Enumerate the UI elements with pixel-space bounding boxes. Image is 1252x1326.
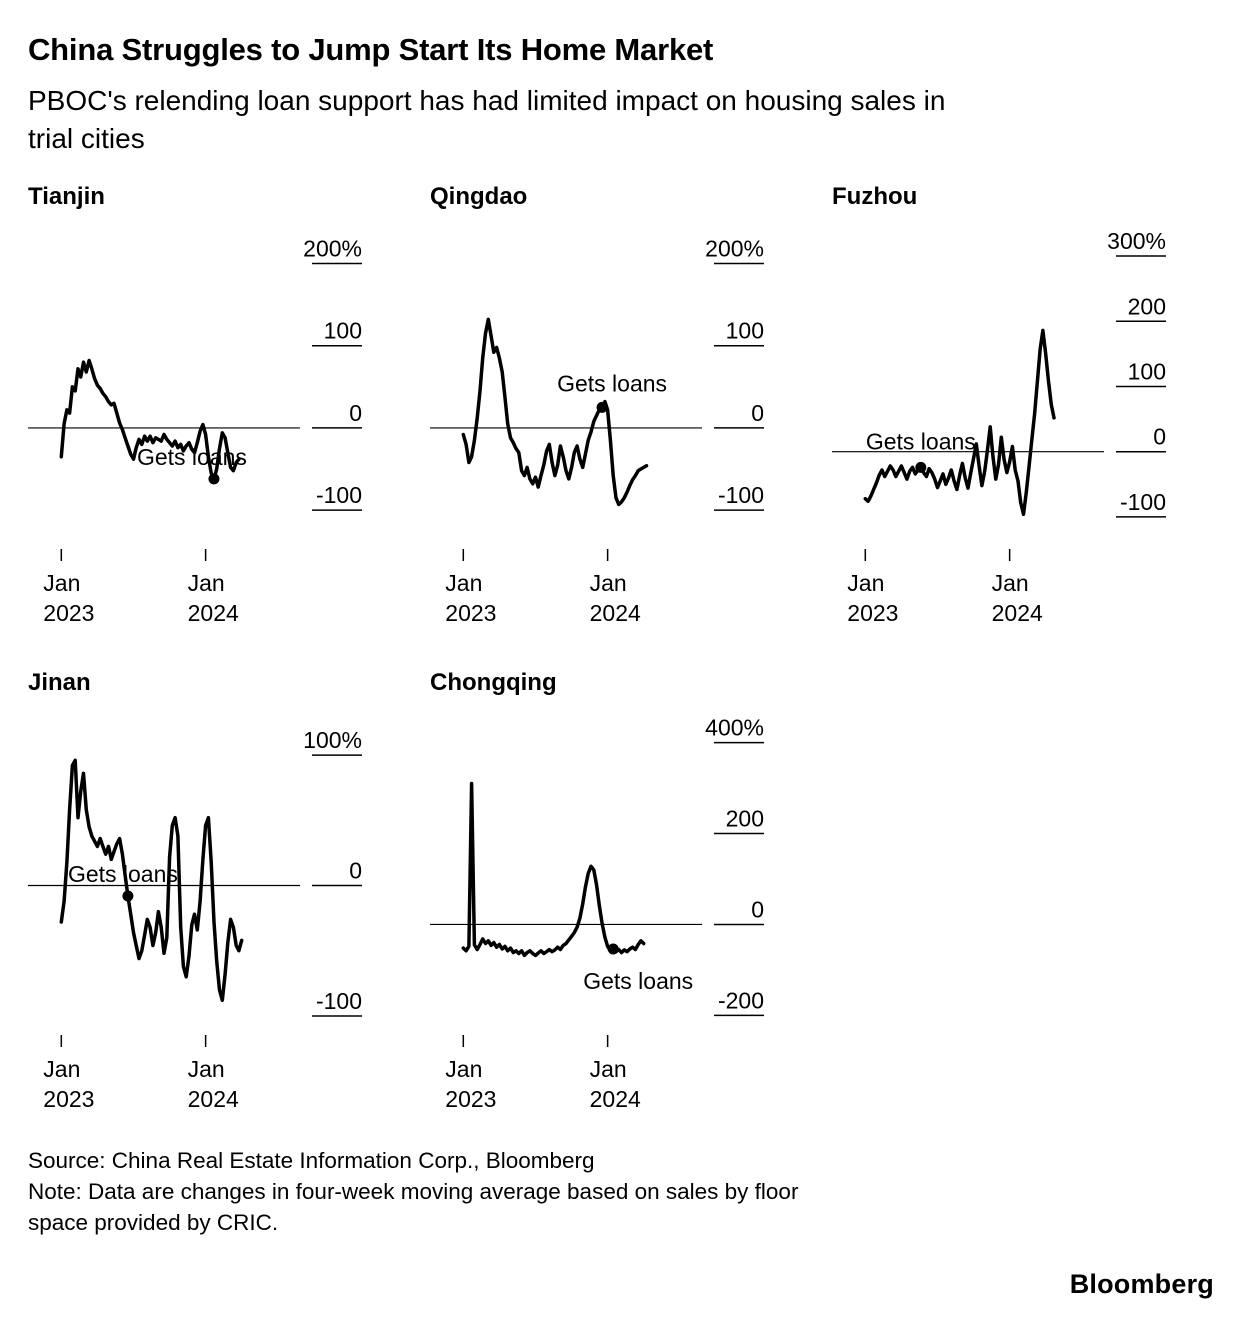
svg-text:Jan: Jan: [188, 1056, 225, 1082]
svg-text:2024: 2024: [188, 600, 239, 626]
line-chart-jinan: 100% 0 -100 Jan 2023 Jan 2024 Gets loans: [28, 727, 362, 1112]
svg-text:Jan: Jan: [847, 570, 884, 596]
chart-page: China Struggles to Jump Start Its Home M…: [28, 32, 1224, 1238]
line-chart-qingdao: 200% 100 0 -100 Jan 2023 Jan 2024 Gets loans: [430, 236, 764, 626]
chart-title-jinan: Jinan: [28, 669, 91, 697]
page-title: China Struggles to Jump Start Its Home M…: [28, 32, 714, 67]
chart-panel-tianjin: Tianjin 200% 100 0 -100 Jan 2023 Jan 2024 Gets l…: [28, 183, 430, 633]
svg-text:2024: 2024: [188, 1086, 239, 1112]
chart-panel-jinan: Jinan 100% 0 -100 Jan 2023 Jan 2024 Gets loans: [28, 669, 430, 1119]
svg-text:Jan: Jan: [992, 570, 1029, 596]
note-line-1: Note: Data are changes in four-week movi…: [28, 1179, 799, 1205]
svg-text:2023: 2023: [445, 600, 496, 626]
chart-title-fuzhou: Fuzhou: [832, 183, 918, 211]
svg-text:2023: 2023: [847, 600, 898, 626]
svg-text:-100: -100: [316, 988, 362, 1014]
svg-text:200: 200: [1128, 293, 1166, 319]
chart-title-qingdao: Qingdao: [430, 183, 528, 211]
svg-text:Jan: Jan: [43, 570, 80, 596]
svg-text:100: 100: [1128, 359, 1166, 385]
svg-text:0: 0: [751, 896, 764, 922]
svg-text:0: 0: [349, 400, 362, 426]
chart-title-chongqing: Chongqing: [430, 669, 557, 697]
svg-text:-100: -100: [316, 482, 362, 508]
svg-text:-100: -100: [718, 482, 764, 508]
svg-text:Gets loans: Gets loans: [557, 370, 667, 396]
svg-text:0: 0: [349, 858, 362, 884]
line-chart-fuzhou: 300% 200 100 0 -100 Jan 2023 Jan 2024 Gets loans: [832, 228, 1166, 626]
svg-text:Gets loans: Gets loans: [137, 444, 247, 470]
svg-text:Jan: Jan: [188, 570, 225, 596]
subtitle-line-2: trial cities: [28, 122, 145, 154]
chart-title-tianjin: Tianjin: [28, 183, 105, 211]
svg-text:Jan: Jan: [43, 1056, 80, 1082]
page-subtitle: PBOC's relending loan support has had li…: [28, 82, 1224, 157]
subtitle-line-1: PBOC's relending loan support has had li…: [28, 85, 946, 116]
svg-text:100: 100: [324, 318, 362, 344]
svg-text:2024: 2024: [590, 1086, 641, 1112]
chart-panel-chongqing: Chongqing 400% 200 0 -200 Jan 2023 Jan 2024 Gets…: [430, 669, 832, 1119]
charts-row-1: Tianjin 200% 100 0 -100 Jan 2023 Jan 2024 Gets l…: [28, 183, 1224, 633]
line-chart-tianjin: 200% 100 0 -100 Jan 2023 Jan 2024 Gets loans: [28, 236, 362, 626]
svg-text:200%: 200%: [303, 236, 362, 262]
svg-text:-200: -200: [718, 987, 764, 1013]
svg-text:Jan: Jan: [590, 1056, 627, 1082]
line-chart-chongqing: 400% 200 0 -200 Jan 2023 Jan 2024 Gets loans: [430, 715, 764, 1112]
charts-row-2: Jinan 100% 0 -100 Jan 2023 Jan 2024 Gets loans …: [28, 669, 1224, 1119]
svg-text:Jan: Jan: [445, 570, 482, 596]
svg-text:0: 0: [751, 400, 764, 426]
svg-text:100: 100: [726, 318, 764, 344]
source-text: Source: China Real Estate Information Co…: [28, 1148, 595, 1174]
svg-text:2024: 2024: [992, 600, 1043, 626]
svg-text:100%: 100%: [303, 727, 362, 753]
bloomberg-logo: Bloomberg: [1069, 1269, 1214, 1299]
svg-text:-100: -100: [1120, 489, 1166, 515]
svg-text:400%: 400%: [705, 715, 764, 741]
chart-footer: Source: China Real Estate Information Co…: [28, 1145, 1224, 1238]
svg-text:300%: 300%: [1107, 228, 1166, 254]
svg-text:200%: 200%: [705, 236, 764, 262]
chart-panel-qingdao: Qingdao 200% 100 0 -100 Jan 2023 Jan 2024 Gets l…: [430, 183, 832, 633]
svg-text:200: 200: [726, 806, 764, 832]
chart-panel-fuzhou: Fuzhou 300% 200 100 0 -100 Jan 2023 Jan 2024 Gets…: [832, 183, 1252, 633]
svg-text:Jan: Jan: [590, 570, 627, 596]
svg-text:2023: 2023: [43, 1086, 94, 1112]
svg-text:Gets loans: Gets loans: [68, 861, 178, 887]
svg-text:Jan: Jan: [445, 1056, 482, 1082]
svg-text:2024: 2024: [590, 600, 641, 626]
svg-text:2023: 2023: [445, 1086, 496, 1112]
svg-text:0: 0: [1153, 424, 1166, 450]
svg-text:Gets loans: Gets loans: [583, 968, 693, 994]
note-line-2: space provided by CRIC.: [28, 1210, 279, 1236]
svg-text:2023: 2023: [43, 600, 94, 626]
svg-text:Gets loans: Gets loans: [866, 428, 976, 454]
